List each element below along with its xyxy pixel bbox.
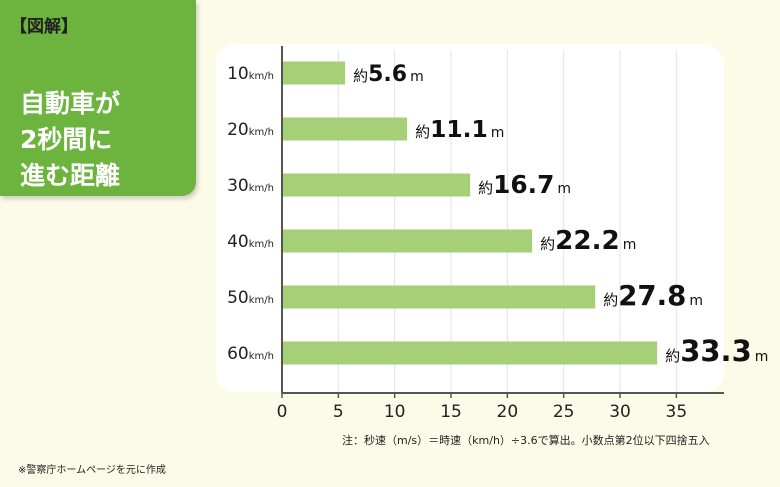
title-line-3: 進む距離 xyxy=(20,161,121,190)
category-label-4: 50km/h xyxy=(227,288,274,308)
x-tick-label-2: 10 xyxy=(384,402,406,422)
value-label-1: 約11.1 m xyxy=(415,115,504,143)
category-label-3: 40km/h xyxy=(227,232,274,252)
x-tick-label-3: 15 xyxy=(440,402,462,422)
bar-0 xyxy=(282,61,346,85)
calculation-note: 注：秒速（m/s）＝時速（km/h）÷3.6で算出。小数点第2位以下四捨五入 xyxy=(342,434,710,447)
page-title: 自動車が 2秒間に 進む距離 xyxy=(20,86,120,194)
category-label-2: 30km/h xyxy=(227,176,274,196)
title-line-1: 自動車が xyxy=(20,89,121,118)
title-line-2: 2秒間に xyxy=(20,125,113,154)
x-tick-label-1: 5 xyxy=(333,402,344,422)
value-label-5: 約33.3 m xyxy=(665,334,768,368)
x-tick-label-6: 30 xyxy=(609,402,631,422)
bar-4 xyxy=(282,285,596,309)
bar-5 xyxy=(282,341,658,365)
value-label-0: 約5.6 m xyxy=(353,62,424,87)
x-tick-label-7: 35 xyxy=(666,402,688,422)
bar-2 xyxy=(282,173,471,197)
title-card: 【図解】 自動車が 2秒間に 進む距離 xyxy=(0,0,196,196)
bar-3 xyxy=(282,229,533,253)
source-note: ※警察庁ホームページを元に作成 xyxy=(18,465,166,476)
title-tag: 【図解】 xyxy=(10,17,78,37)
value-label-4: 約27.8 m xyxy=(603,279,703,312)
bar-1 xyxy=(282,117,408,141)
category-label-1: 20km/h xyxy=(227,120,274,140)
x-tick-label-4: 20 xyxy=(497,402,519,422)
x-tick-label-0: 0 xyxy=(277,402,288,422)
value-label-2: 約16.7 m xyxy=(478,170,571,199)
chart-panel xyxy=(216,44,724,392)
category-label-5: 60km/h xyxy=(227,344,274,364)
value-label-3: 約22.2 m xyxy=(540,226,636,256)
category-label-0: 10km/h xyxy=(227,64,274,84)
x-tick-label-5: 25 xyxy=(553,402,575,422)
